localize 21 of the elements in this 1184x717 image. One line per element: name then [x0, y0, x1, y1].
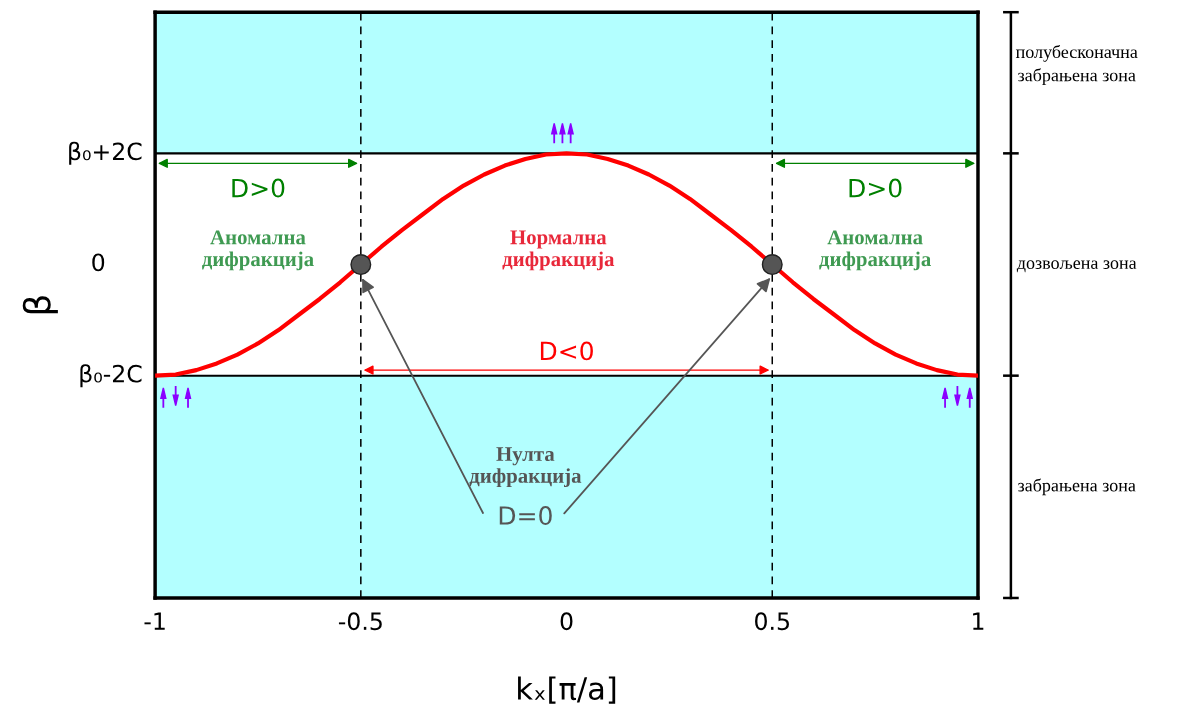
x-tick-label: 0.5 [755, 612, 789, 631]
text: дозвољена зона [1016, 260, 1137, 273]
text: β₀+2C [69, 141, 142, 165]
text: 0 [92, 253, 105, 272]
annotation: Нормална дифракција [502, 230, 615, 271]
text: β₀-2C [80, 364, 142, 388]
annotation: D>0 [849, 178, 902, 198]
y-axis-title: β [22, 296, 58, 314]
text: полубесконачна забрањена зона [1015, 44, 1138, 86]
annotation: Аномална дифракција [202, 230, 314, 271]
x-tick-label: 0 [560, 612, 573, 631]
x-tick-label: 1 [973, 612, 984, 630]
text: D=0 [499, 506, 552, 525]
annotation: D>0 [232, 178, 285, 198]
x-tick-label: -0.5 [338, 612, 382, 631]
x-tick-label: -1 [144, 612, 165, 630]
text: Нулта дифракција [469, 447, 582, 488]
x-axis-title: kₓ[π/a] [518, 676, 616, 704]
text: забрањена зона [1018, 478, 1136, 496]
annotation: Аномална дифракција [819, 230, 931, 271]
annotation: D<0 [540, 341, 593, 361]
